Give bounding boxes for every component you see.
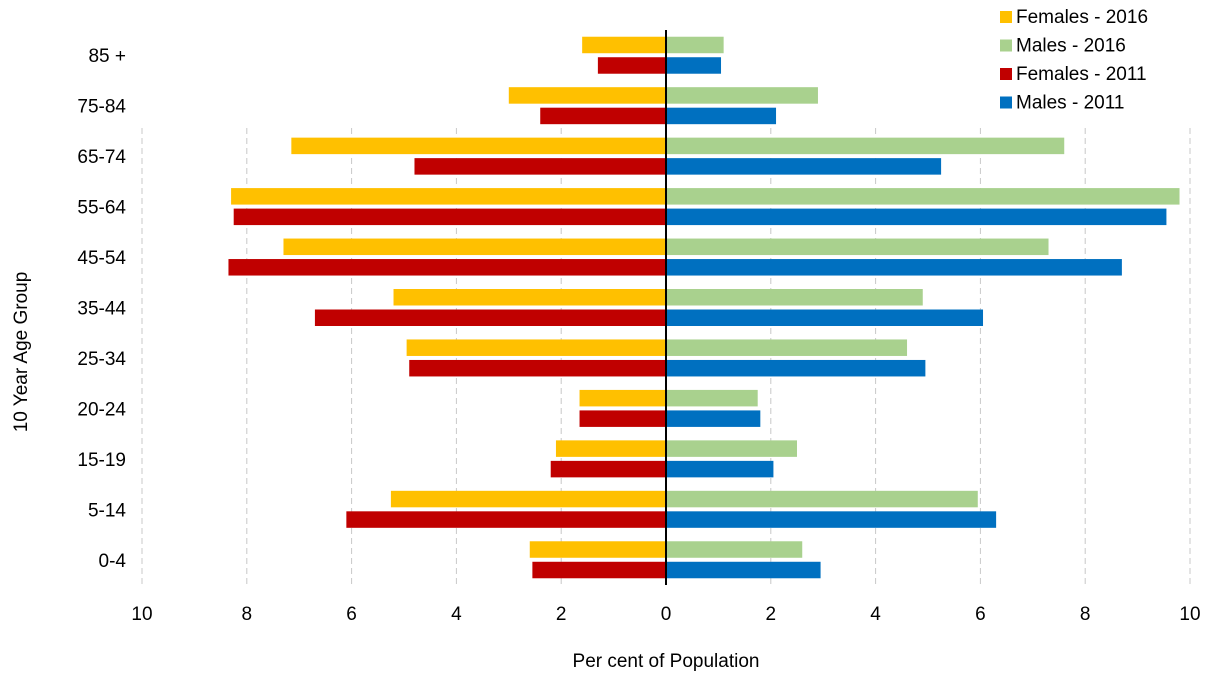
bar [666, 339, 908, 356]
bar [283, 238, 666, 256]
y-category-label: 5-14 [88, 500, 126, 521]
y-category-label: 75-84 [77, 97, 126, 118]
y-axis-title: 10 Year Age Group [11, 272, 32, 433]
bar [666, 36, 724, 54]
legend-label: Males - 2016 [1016, 36, 1126, 57]
bar [406, 339, 666, 356]
y-category-label: 15-19 [77, 450, 126, 471]
bar [550, 460, 666, 478]
x-tick-label: 4 [451, 604, 462, 625]
legend: Females - 2016 Males - 2016 Females - 2011… [1000, 7, 1148, 114]
legend-label: Females - 2011 [1016, 64, 1147, 85]
bar [233, 208, 666, 226]
legend-swatch [1000, 11, 1012, 23]
x-tick-label: 6 [346, 604, 357, 625]
bar [393, 289, 666, 306]
bar [666, 359, 926, 377]
y-category-label: 25-34 [77, 349, 126, 370]
y-category-label: 55-64 [77, 198, 126, 219]
bar [666, 440, 797, 457]
bar [666, 309, 984, 326]
bar [346, 511, 666, 528]
bar [666, 410, 761, 427]
bars [228, 30, 1180, 585]
y-category-label: 0-4 [99, 551, 127, 572]
bar [666, 238, 1049, 256]
x-axis-ticks: 10 8 6 4 2 0 2 4 6 8 10 [131, 604, 1200, 625]
y-category-label: 65-74 [77, 147, 126, 168]
x-tick-label: 6 [975, 604, 986, 625]
bar [582, 36, 666, 54]
bar [231, 188, 666, 205]
x-tick-label: 10 [131, 604, 152, 625]
bar [508, 87, 666, 104]
x-tick-label: 2 [766, 604, 777, 625]
x-tick-label: 8 [242, 604, 253, 625]
gridlines [141, 128, 1191, 585]
x-tick-label: 0 [661, 604, 672, 625]
legend-swatch [1000, 96, 1012, 109]
bar [666, 57, 722, 74]
bar [666, 188, 1180, 205]
legend-swatch [1000, 39, 1012, 52]
bar [666, 87, 818, 104]
bar [579, 410, 666, 427]
bar [529, 541, 666, 558]
bar [666, 541, 803, 558]
bar [666, 107, 777, 125]
bar [597, 57, 666, 74]
bar [666, 511, 997, 528]
bar [228, 259, 666, 276]
y-axis-ticks: 85 + 75-84 65-74 55-64 45-54 35-44 25-34 20-24 1… [77, 46, 126, 572]
x-tick-label: 10 [1179, 604, 1200, 625]
bar [532, 561, 666, 579]
bar [666, 137, 1065, 155]
y-category-label: 45-54 [77, 248, 126, 269]
legend-label: Females - 2016 [1016, 7, 1148, 28]
bar [666, 561, 821, 579]
bar [666, 460, 774, 478]
bar [409, 359, 666, 377]
bar [540, 107, 666, 125]
bar [579, 389, 666, 407]
bar [666, 259, 1122, 276]
bar [414, 158, 666, 175]
bar [314, 309, 666, 326]
bar [390, 490, 666, 508]
bar [555, 440, 666, 457]
x-tick-label: 8 [1080, 604, 1091, 625]
y-category-label: 20-24 [77, 399, 126, 420]
bar [666, 389, 758, 407]
x-tick-label: 4 [870, 604, 881, 625]
legend-swatch [1000, 68, 1012, 80]
y-category-label: 85 + [88, 46, 126, 67]
x-axis-title: Per cent of Population [573, 651, 760, 672]
bar [666, 490, 978, 508]
bar [666, 208, 1167, 226]
y-category-label: 35-44 [77, 299, 126, 320]
bar [666, 158, 942, 175]
bar [291, 137, 666, 155]
x-tick-label: 2 [556, 604, 567, 625]
legend-label: Males - 2011 [1016, 93, 1124, 114]
bar [666, 289, 923, 306]
